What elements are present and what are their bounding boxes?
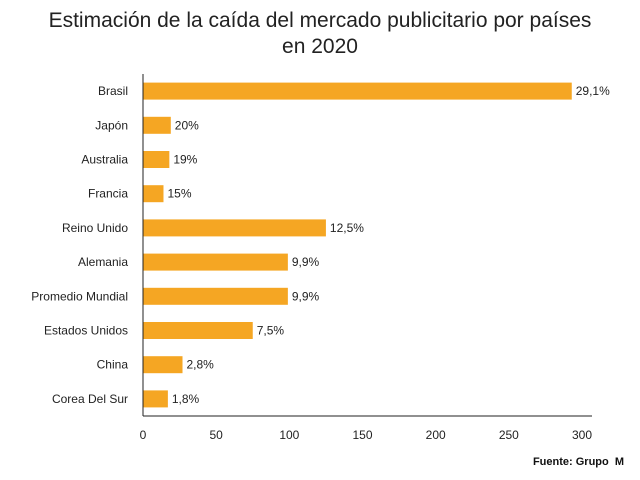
data-label: 1,8% [172,392,200,406]
data-label: 9,9% [292,255,320,269]
x-tick-label: 50 [209,428,223,442]
x-tick-label: 100 [279,428,299,442]
x-tick-label: 150 [352,428,372,442]
bar [143,322,253,339]
category-label: Estados Unidos [44,324,128,338]
data-label: 12,5% [330,221,364,235]
data-label: 29,1% [576,84,610,98]
category-label: Australia [81,153,128,167]
x-tick-label: 0 [140,428,147,442]
x-tick-label: 200 [426,428,446,442]
bar [143,390,168,408]
category-label: Alemania [78,255,128,269]
category-label: Promedio Mundial [31,289,128,303]
bar [143,253,288,271]
bar [143,185,164,203]
category-label: Corea Del Sur [52,392,128,406]
category-label: Reino Unido [62,221,128,235]
source-note: Fuente: Grupo M [532,456,624,468]
x-tick-label: 250 [499,428,519,442]
data-label: 19% [173,153,197,167]
bar [143,219,326,237]
data-label: 20% [175,118,199,132]
chart-title: Estimación de la caída del mercado publi… [0,8,640,60]
bar [143,151,170,168]
bar [143,82,572,100]
category-label: Japón [95,118,128,132]
chart-title-line-1: Estimación de la caída del mercado publi… [48,9,592,32]
data-label: 15% [167,187,191,201]
bar [143,356,183,374]
data-label: 7,5% [257,324,285,338]
data-label: 2,8% [187,358,215,372]
category-label: Francia [88,187,128,201]
data-label: 9,9% [292,289,320,303]
category-label: Brasil [98,84,128,98]
chart-title-line-2: en 2020 [282,35,358,58]
bar [143,287,288,305]
bar [143,116,171,134]
x-tick-label: 300 [572,428,592,442]
category-label: China [97,358,129,372]
